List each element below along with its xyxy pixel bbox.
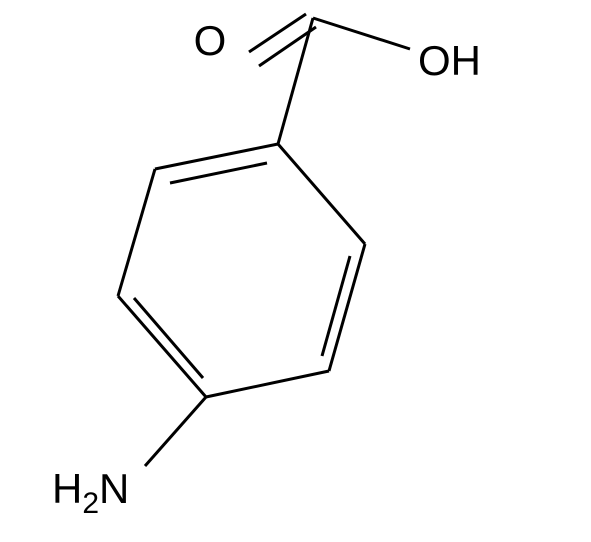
bond-c6-c1-inner [170,163,267,183]
atom-label-o-dbl: O [194,17,227,64]
molecule-diagram: O OH H2N [0,0,591,542]
bond-c4-c5 [118,296,206,397]
bond-c4-c5-inner [134,298,203,378]
bond-c1-carboxyl [278,18,313,144]
bond-c4-nh2 [145,397,206,466]
atom-label-oh: OH [418,37,481,84]
bond-c3-c4 [206,371,329,397]
bond-c-oh [313,18,410,49]
atom-label-nh2: H2N [52,465,129,520]
bond-c5-c6 [118,169,155,296]
bond-c-o-dbl-1 [249,14,306,52]
bond-c-o-dbl-2 [259,27,316,66]
bond-c1-c2 [278,144,365,244]
